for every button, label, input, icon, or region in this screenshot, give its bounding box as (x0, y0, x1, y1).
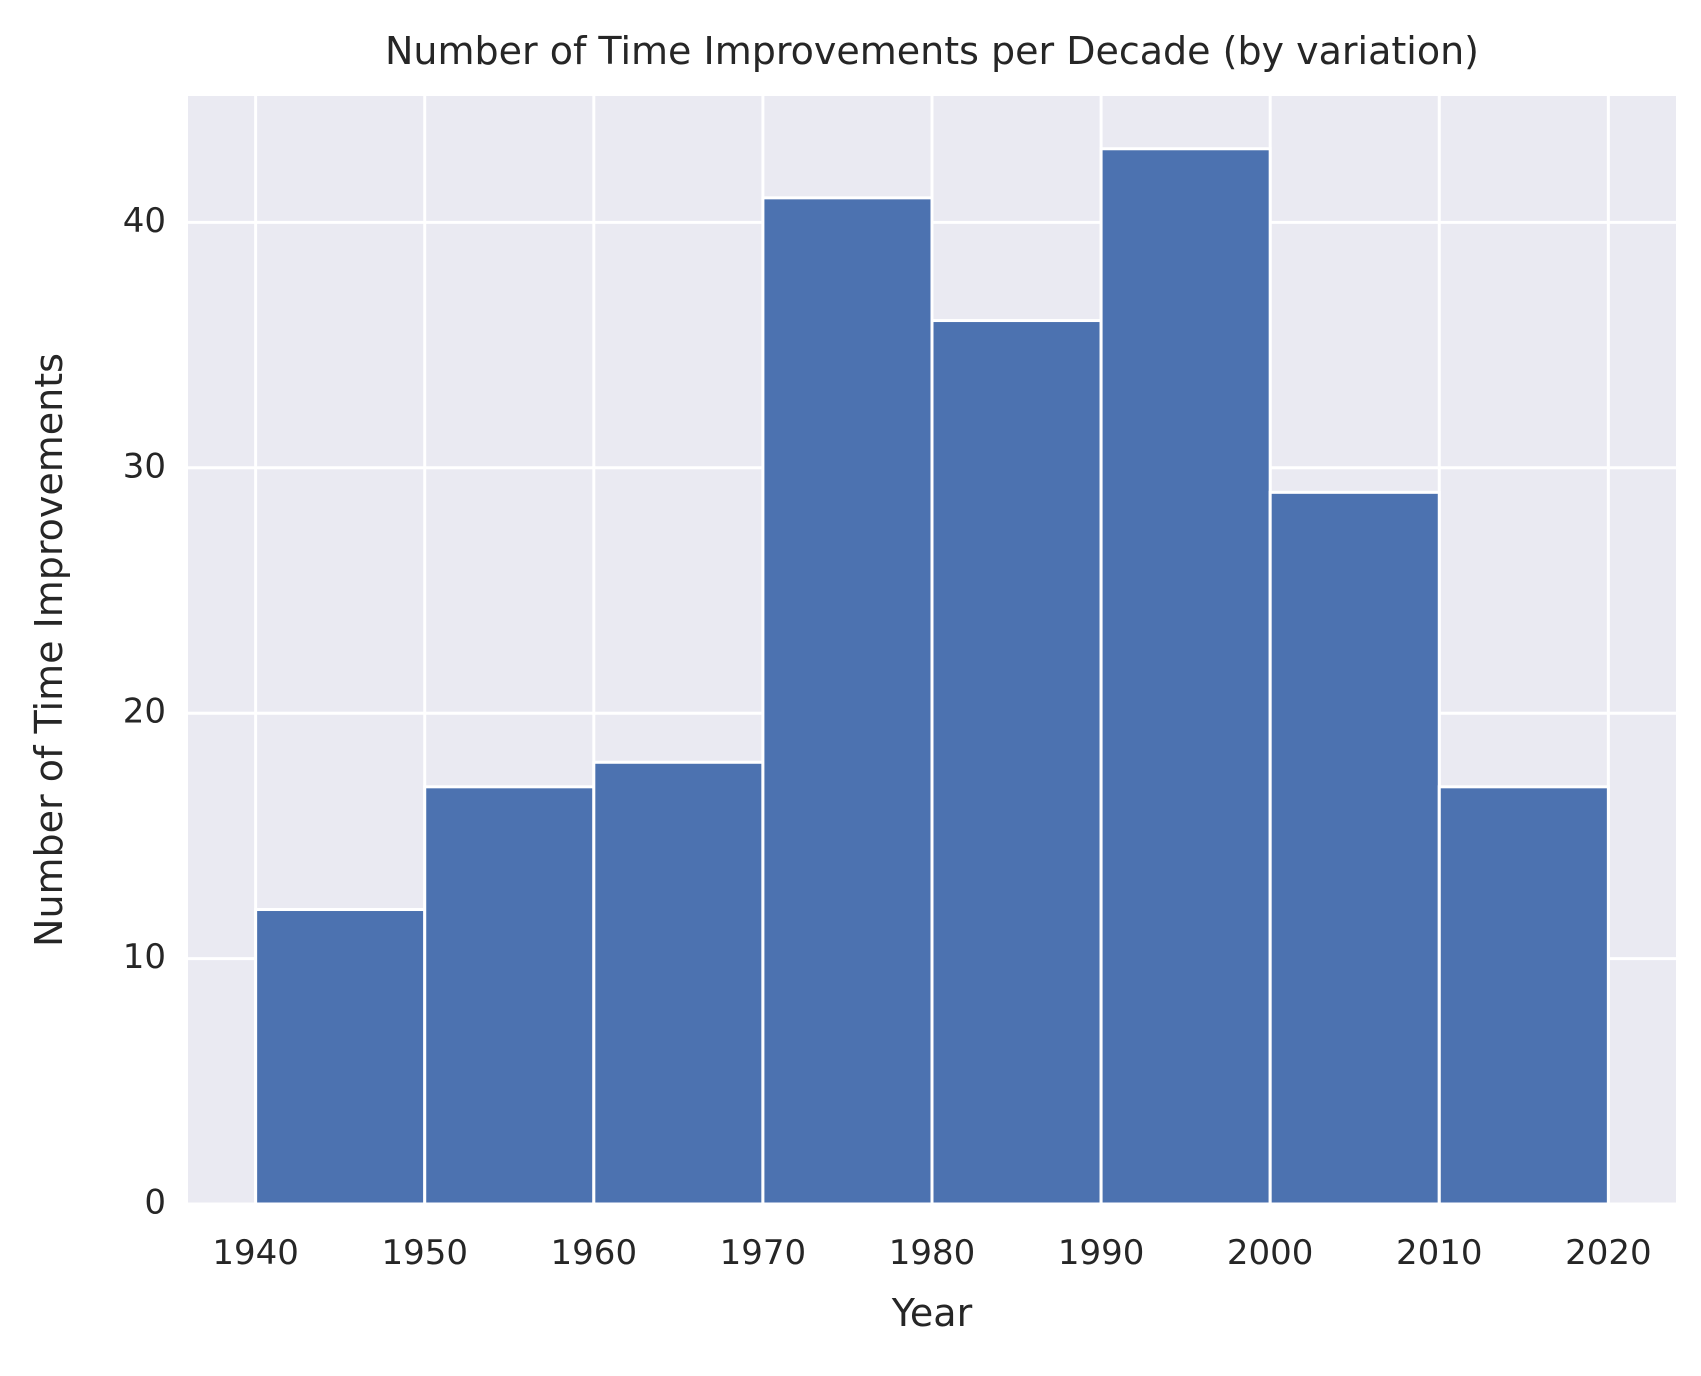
y-tick-label: 20 (123, 692, 166, 732)
histogram-bar (1268, 490, 1441, 1206)
y-tick-label: 30 (123, 446, 166, 486)
histogram-bar (592, 760, 765, 1206)
histogram-bar (423, 785, 596, 1206)
bars (254, 147, 1610, 1206)
y-tick-label: 0 (144, 1183, 166, 1223)
x-tick-label: 1970 (720, 1233, 807, 1273)
y-tick-label: 40 (123, 201, 166, 241)
x-tick-label: 1940 (212, 1233, 299, 1273)
x-tick-label: 2010 (1396, 1233, 1483, 1273)
chart-title: Number of Time Improvements per Decade (… (385, 29, 1479, 73)
x-tick-label: 2000 (1227, 1233, 1314, 1273)
x-tick-label: 1960 (551, 1233, 638, 1273)
x-tick-label: 2020 (1565, 1233, 1652, 1273)
y-tick-labels: 0 10 20 30 40 (123, 201, 166, 1223)
x-tick-labels: 1940 1950 1960 1970 1980 1990 2000 2010 2020 (212, 1233, 1651, 1273)
y-axis-label: Number of Time Improvements (27, 353, 71, 947)
x-tick-label: 1980 (889, 1233, 976, 1273)
histogram-bar (1437, 785, 1610, 1206)
x-tick-label: 1990 (1058, 1233, 1145, 1273)
histogram-bar (930, 319, 1103, 1206)
histogram-bar (761, 196, 934, 1206)
x-tick-label: 1950 (381, 1233, 468, 1273)
histogram-bar (1099, 147, 1272, 1206)
y-tick-label: 10 (123, 937, 166, 977)
x-axis-label: Year (891, 1291, 973, 1335)
histogram-bar (254, 908, 427, 1206)
